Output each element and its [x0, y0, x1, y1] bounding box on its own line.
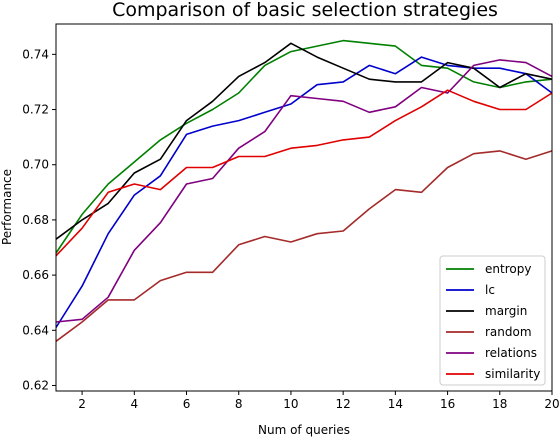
y-tick-label: 0.62	[22, 378, 49, 392]
x-tick-label: 8	[235, 397, 243, 411]
legend-label-margin: margin	[485, 304, 527, 318]
y-tick-label: 0.70	[22, 158, 49, 172]
series-line-similarity	[55, 89, 553, 257]
y-tick-label: 0.64	[22, 323, 49, 337]
x-tick-label: 20	[544, 397, 559, 411]
y-axis-label: Performance	[0, 169, 14, 245]
x-tick-label: 16	[440, 397, 455, 411]
legend-label-lc: lc	[485, 283, 495, 297]
y-tick-label: 0.74	[22, 47, 49, 61]
axis-ticks: 2 4 6 8 10 12 14 16 18 20 0.62 0.64 0.66 0.68 0.70 0.72…	[22, 47, 559, 411]
legend-label-random: random	[485, 325, 532, 339]
x-tick-label: 14	[388, 397, 403, 411]
series-line-entropy	[55, 39, 553, 254]
x-tick-label: 12	[336, 397, 351, 411]
y-tick-label: 0.72	[22, 103, 49, 117]
plot-frame	[55, 23, 553, 392]
x-axis-label: Num of queries	[258, 423, 350, 437]
x-tick-label: 10	[283, 397, 298, 411]
legend-label-entropy: entropy	[485, 262, 531, 276]
series-line-relations	[55, 59, 553, 323]
series-lines	[55, 39, 553, 342]
x-tick-label: 18	[492, 397, 507, 411]
legend: entropy lc margin random relations similarity	[439, 255, 546, 386]
y-tick-label: 0.68	[22, 213, 49, 227]
x-tick-label: 4	[130, 397, 138, 411]
series-line-margin	[55, 42, 553, 240]
series-line-random	[55, 150, 553, 342]
y-tick-label: 0.66	[22, 268, 49, 282]
legend-label-similarity: similarity	[485, 367, 540, 381]
x-tick-label: 6	[183, 397, 191, 411]
chart-title: Comparison of basic selection strategies	[112, 0, 498, 21]
x-tick-label: 2	[78, 397, 86, 411]
legend-label-relations: relations	[485, 346, 537, 360]
